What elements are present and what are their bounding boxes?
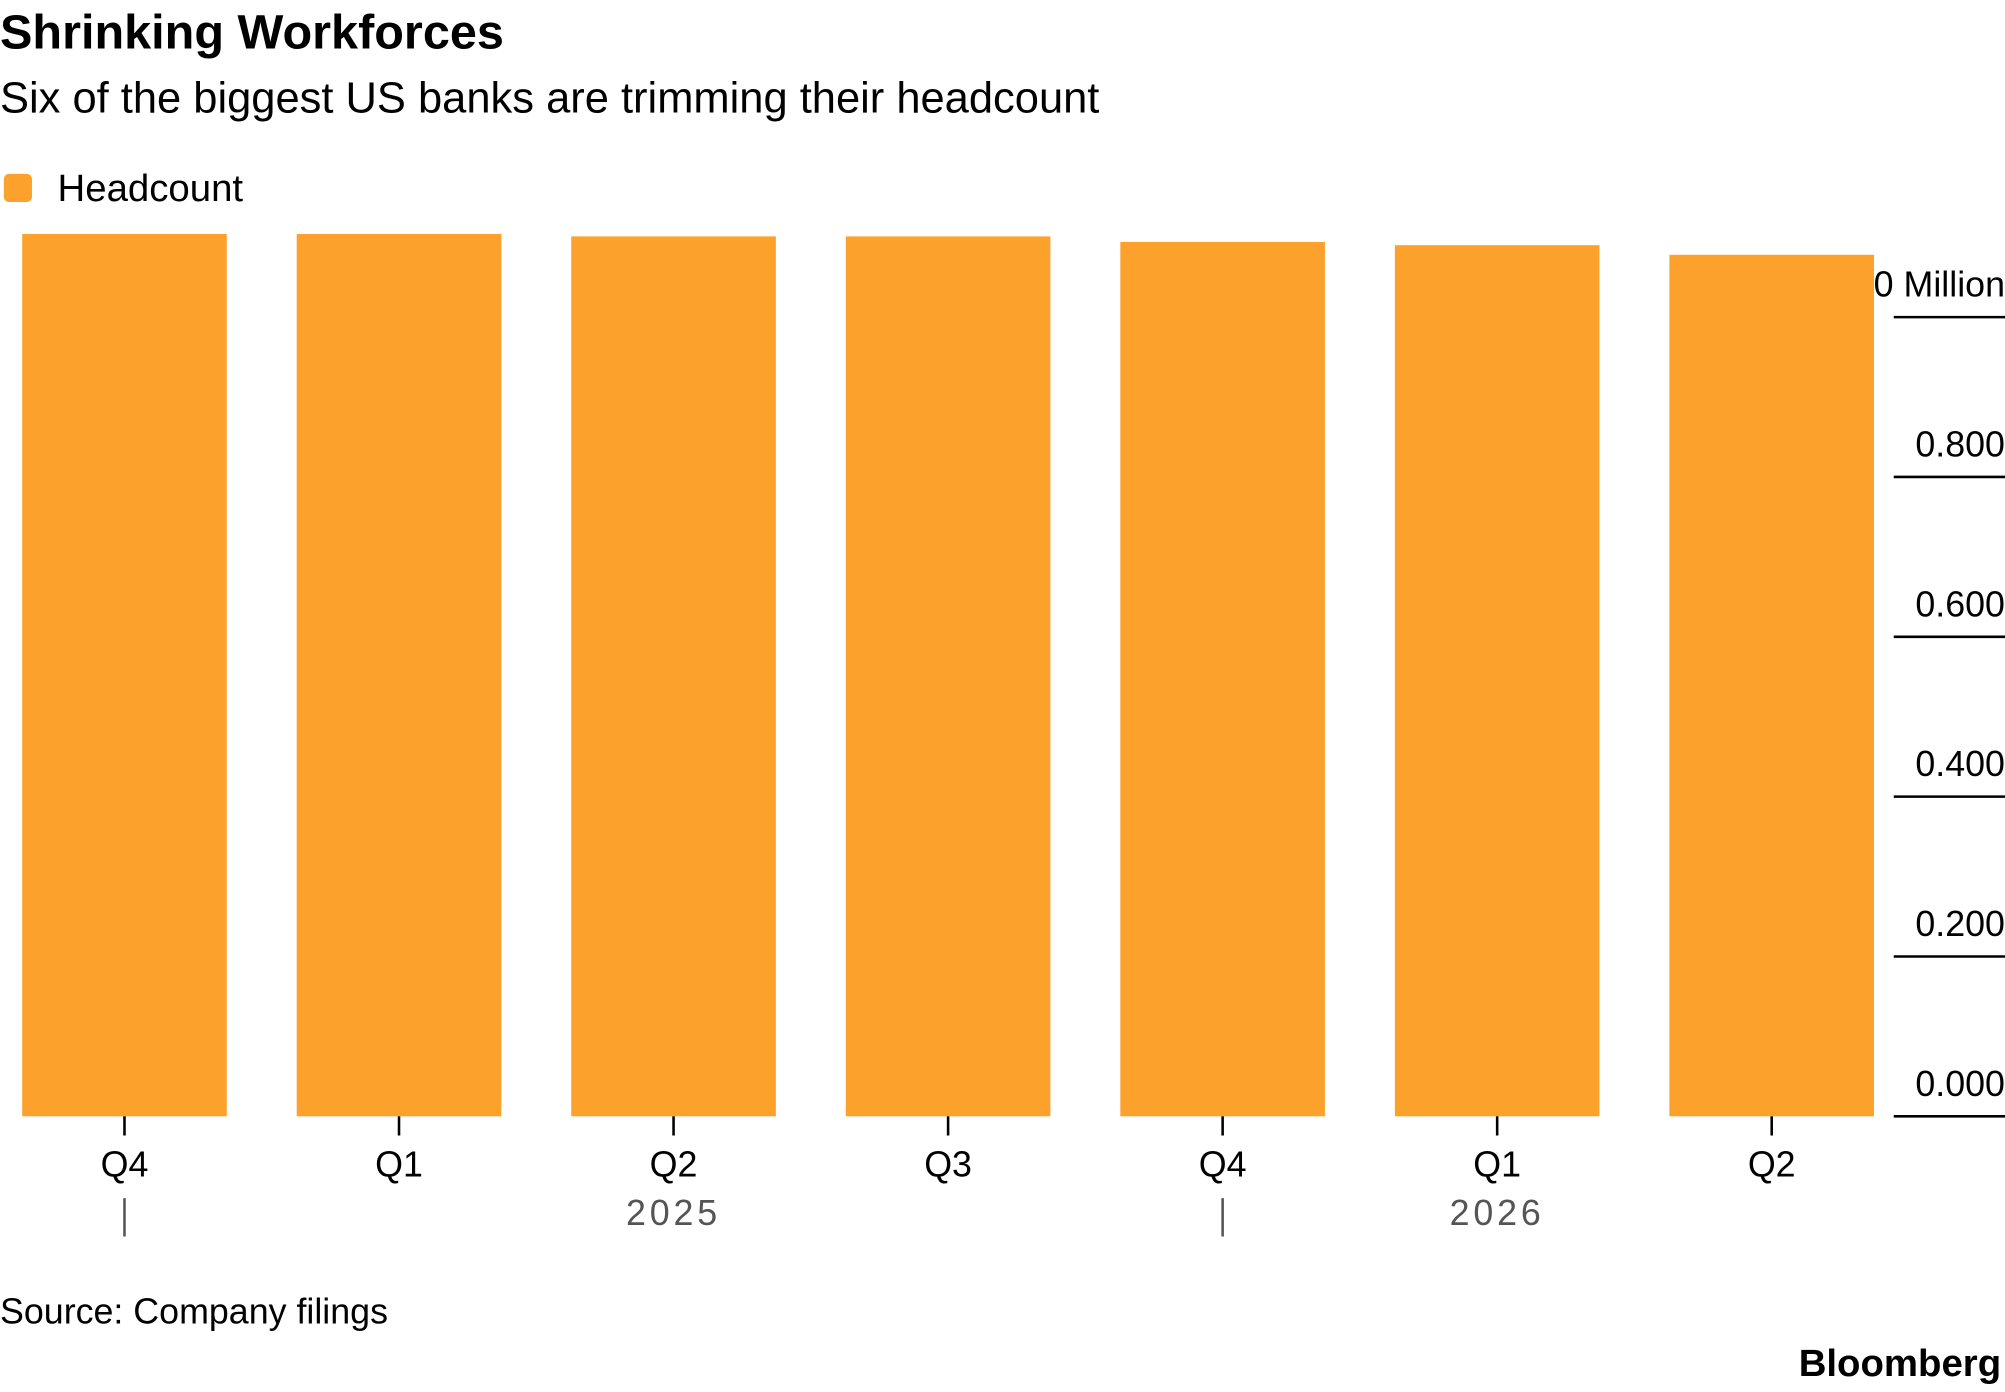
x-tick-label: Q4: [101, 1144, 149, 1184]
x-tick-label: Q2: [1748, 1144, 1796, 1184]
chart-title: Shrinking Workforces: [0, 6, 504, 60]
brand: Bloomberg: [1799, 1342, 2001, 1385]
bar: [1120, 241, 1325, 1117]
y-tick-label: 0.200: [1915, 904, 2005, 944]
legend-swatch: [3, 173, 32, 203]
x-tick-label: Q3: [924, 1144, 972, 1184]
y-tick-label: 0.400: [1915, 744, 2005, 784]
x-tick-label: Q1: [375, 1144, 423, 1184]
year-label: 2025: [626, 1193, 721, 1233]
x-tick-label: Q4: [1199, 1144, 1247, 1184]
bar: [571, 236, 776, 1117]
year-label: 2026: [1450, 1193, 1545, 1233]
bar: [1394, 245, 1600, 1117]
bar: [1669, 254, 1874, 1117]
legend-label: Headcount: [58, 167, 244, 210]
bar: [845, 236, 1051, 1117]
y-tick-label: 0.800: [1915, 424, 2005, 464]
chart-subtitle: Six of the biggest US banks are trimming…: [0, 75, 1099, 123]
bar: [22, 234, 227, 1117]
x-tick-label: Q1: [1473, 1144, 1521, 1184]
y-tick-label: 0.000: [1915, 1064, 2005, 1104]
bar: [296, 234, 502, 1117]
source: Source: Company filings: [0, 1291, 388, 1331]
y-tick-label: 0.600: [1915, 584, 2005, 624]
x-tick-label: Q2: [650, 1144, 698, 1184]
